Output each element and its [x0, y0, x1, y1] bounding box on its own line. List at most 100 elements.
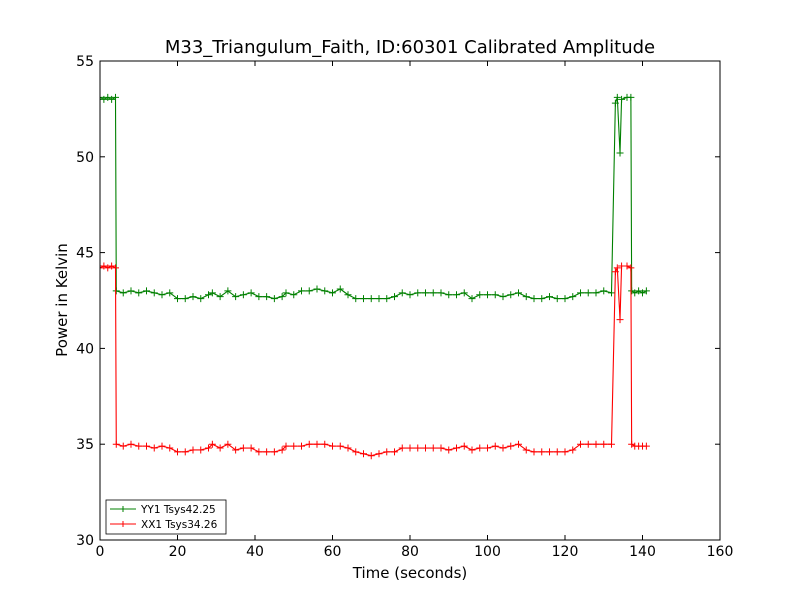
data-point-1-82 — [642, 287, 650, 295]
data-point-1-71 — [608, 289, 615, 297]
chart-title: M33_Triangulum_Faith, ID:60301 Calibrate… — [165, 37, 655, 58]
data-point-1-25 — [255, 293, 263, 301]
data-point-2-35 — [329, 442, 336, 450]
data-point-1-79 — [631, 289, 639, 297]
x-tick-label-4: 80 — [401, 544, 419, 560]
data-point-1-57 — [499, 293, 507, 301]
data-point-1-21 — [224, 287, 232, 295]
data-point-2-55 — [484, 444, 491, 452]
data-point-1-48 — [429, 289, 437, 297]
data-point-2-68 — [584, 440, 592, 448]
data-point-1-27 — [270, 295, 278, 303]
data-point-1-47 — [422, 289, 429, 297]
data-point-2-61 — [530, 448, 538, 456]
data-point-2-51 — [453, 444, 460, 452]
data-point-1-66 — [569, 293, 577, 301]
y-axis-label: Power in Kelvin — [53, 243, 71, 357]
x-tick-label-8: 160 — [707, 544, 734, 560]
data-point-2-9 — [135, 442, 143, 450]
data-point-1-51 — [453, 291, 460, 299]
data-point-1-16 — [189, 293, 197, 301]
data-point-1-13 — [166, 289, 174, 297]
legend: YY1 Tsys42.25 XX1 Tsys34.26 — [105, 499, 227, 535]
data-point-1-77 — [627, 93, 635, 101]
data-point-1-80 — [635, 287, 643, 295]
data-point-1-64 — [553, 295, 561, 303]
data-point-2-39 — [360, 450, 367, 458]
data-point-1-28 — [278, 293, 286, 301]
data-point-2-8 — [127, 440, 135, 448]
data-point-1-56 — [491, 291, 499, 299]
data-point-1-35 — [329, 289, 336, 297]
data-point-1-40 — [367, 295, 375, 303]
data-point-2-18 — [205, 444, 212, 452]
data-point-1-49 — [437, 289, 445, 297]
data-point-2-52 — [460, 442, 468, 450]
data-point-1-9 — [135, 289, 143, 297]
data-point-1-54 — [476, 291, 484, 299]
data-point-1-59 — [515, 289, 522, 297]
data-point-2-5 — [112, 264, 119, 272]
data-point-1-23 — [239, 291, 247, 299]
x-tick-label-7: 140 — [629, 544, 656, 560]
data-point-1-52 — [460, 289, 468, 297]
data-point-1-43 — [391, 293, 398, 301]
data-point-2-42 — [383, 448, 391, 456]
data-point-2-64 — [553, 448, 561, 456]
data-point-2-3 — [104, 264, 112, 272]
data-point-2-12 — [158, 442, 166, 450]
data-point-1-81 — [639, 289, 646, 297]
data-point-2-34 — [321, 440, 329, 448]
data-point-1-63 — [546, 293, 553, 301]
data-point-1-31 — [298, 287, 305, 295]
data-point-1-20 — [216, 293, 224, 301]
data-point-2-1 — [100, 264, 104, 272]
legend-swatch-marker-2 — [120, 521, 126, 527]
data-point-2-16 — [189, 446, 197, 454]
data-point-2-58 — [507, 442, 515, 450]
data-point-1-44 — [398, 289, 406, 297]
data-point-1-10 — [143, 287, 150, 295]
data-point-2-2 — [100, 262, 108, 270]
data-point-2-41 — [375, 450, 383, 458]
x-tick-label-6: 120 — [552, 544, 579, 560]
data-point-2-60 — [522, 446, 530, 454]
data-point-2-37 — [344, 444, 352, 452]
legend-swatch-marker-1 — [120, 506, 126, 512]
series-1 — [100, 93, 650, 303]
data-point-2-74 — [616, 316, 624, 324]
data-point-2-25 — [255, 448, 263, 456]
data-point-1-34 — [321, 287, 329, 295]
data-point-1-11 — [150, 289, 158, 297]
data-point-2-20 — [216, 444, 224, 452]
data-point-2-54 — [476, 444, 484, 452]
data-point-2-22 — [232, 446, 240, 454]
data-point-1-4 — [108, 95, 116, 103]
data-point-1-22 — [232, 293, 240, 301]
data-point-2-50 — [445, 446, 453, 454]
y-tick-label-2: 40 — [76, 341, 94, 357]
data-point-1-30 — [290, 291, 298, 299]
data-point-1-55 — [484, 291, 491, 299]
y-tick-label-0: 30 — [76, 533, 94, 549]
data-point-1-58 — [507, 291, 515, 299]
data-point-1-8 — [127, 287, 135, 295]
data-point-1-18 — [205, 291, 212, 299]
data-point-2-17 — [197, 446, 205, 454]
legend-box — [105, 499, 227, 535]
data-point-2-77 — [627, 264, 635, 272]
series-2 — [100, 262, 650, 460]
data-point-2-45 — [406, 444, 414, 452]
data-point-2-65 — [561, 448, 569, 456]
data-point-2-59 — [515, 440, 522, 448]
data-point-1-5 — [112, 93, 119, 101]
data-point-2-19 — [208, 440, 216, 448]
x-tick-label-0: 0 — [96, 544, 105, 560]
data-point-1-70 — [600, 287, 608, 295]
data-point-2-10 — [143, 442, 150, 450]
series-container — [100, 93, 650, 460]
data-point-1-3 — [104, 93, 112, 101]
data-point-2-43 — [391, 448, 398, 456]
data-point-1-37 — [344, 291, 352, 299]
data-point-1-39 — [360, 295, 367, 303]
